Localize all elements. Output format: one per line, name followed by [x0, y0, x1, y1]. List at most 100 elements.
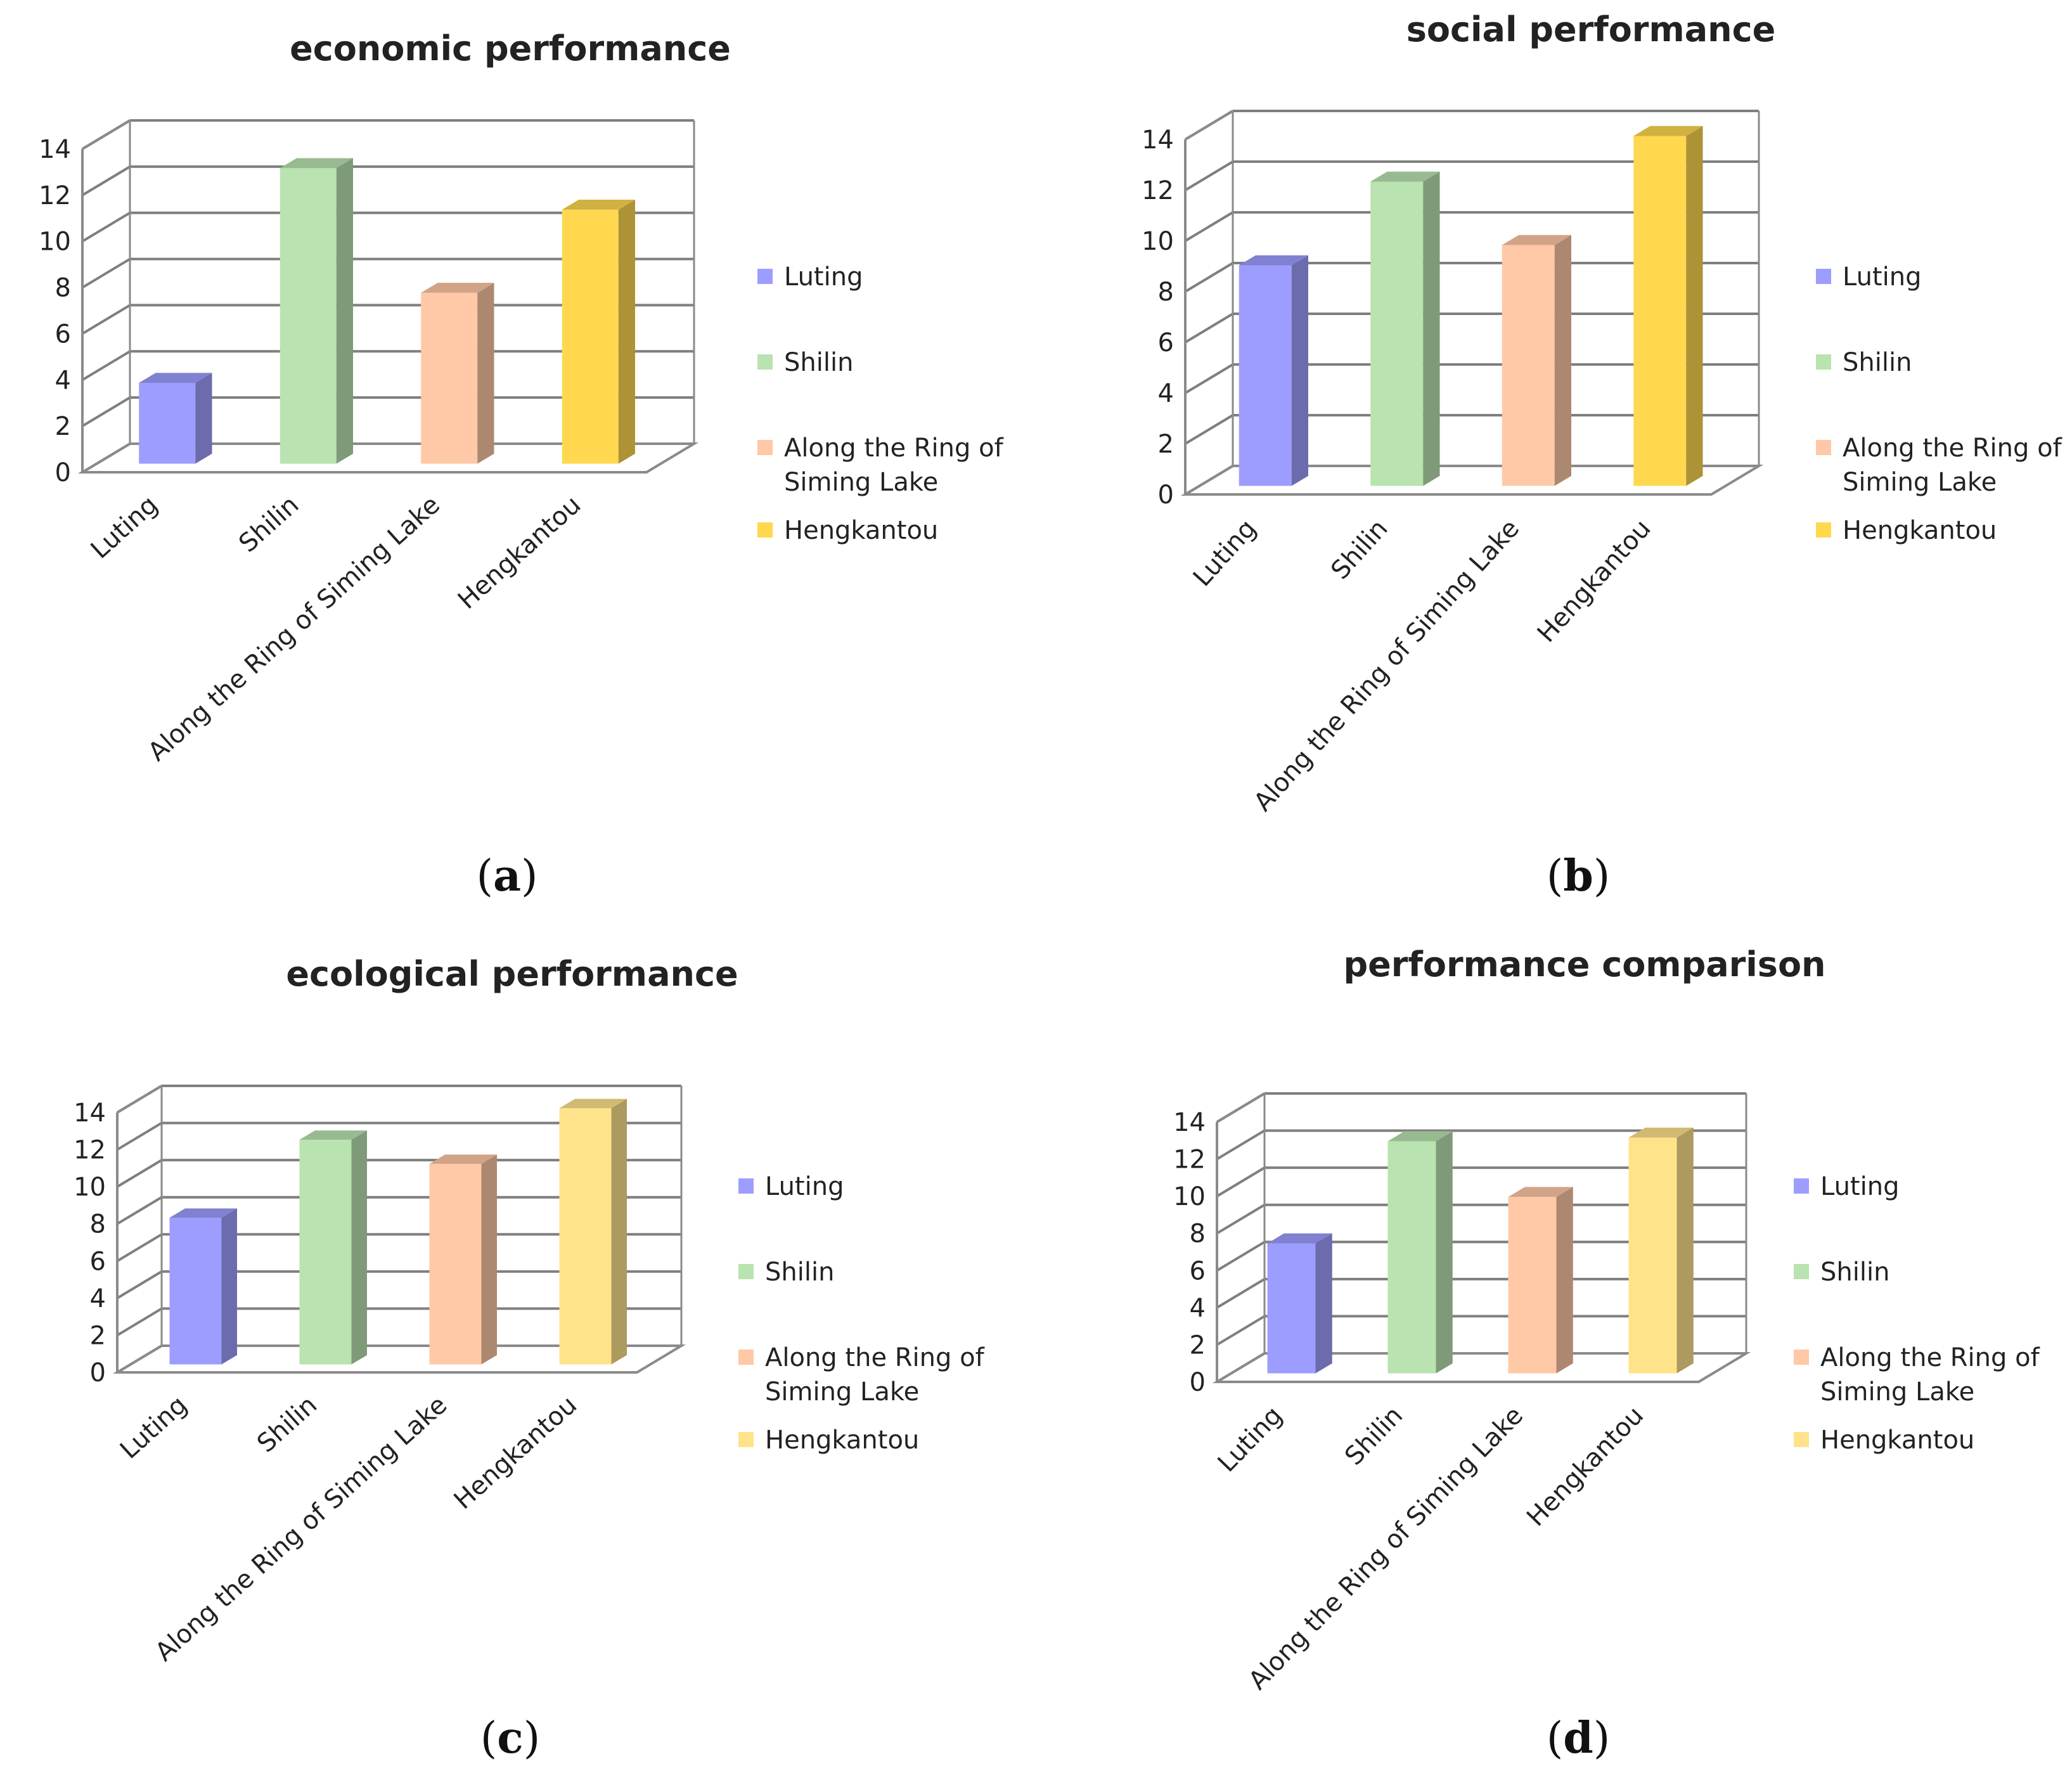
legend-swatch: [757, 269, 773, 284]
gridline-side: [1216, 1129, 1266, 1161]
panel-caption: (a): [476, 851, 537, 901]
top-side-edge: [116, 1085, 163, 1114]
legend-label: Luting: [1843, 262, 1921, 292]
y-tick-label: 14: [74, 1099, 106, 1128]
top-side-edge: [81, 119, 131, 150]
x-category-label: Shilin: [233, 490, 304, 558]
legend-label: Hengkantou: [784, 516, 938, 545]
x-category-label: Luting: [86, 490, 164, 564]
y-tick-label: 4: [90, 1284, 106, 1313]
bar-shilin: [1387, 1131, 1453, 1374]
bar-top: [169, 1208, 237, 1218]
bar-top: [562, 200, 635, 210]
bar-front: [1508, 1197, 1557, 1374]
bar-top: [429, 1154, 497, 1164]
y-tick-label: 8: [90, 1210, 106, 1239]
legend-swatch: [757, 440, 773, 455]
x-category-label: Hengkantou: [453, 490, 587, 615]
bar-luting: [1267, 1233, 1332, 1374]
legend: Luting Shilin Along the Ring of Siming Lake…: [738, 1172, 985, 1455]
y-tick-label: 12: [1173, 1145, 1206, 1175]
gridline-side: [116, 1121, 163, 1151]
chart-title: performance comparison: [1343, 945, 1825, 984]
bar-side: [481, 1154, 497, 1365]
legend-label: Luting: [765, 1172, 844, 1201]
legend-swatch: [1794, 1264, 1809, 1279]
bar-front: [1502, 245, 1555, 486]
legend-label: Shilin: [784, 348, 853, 377]
legend-swatch: [738, 1350, 754, 1365]
y-tick-label: 12: [74, 1136, 106, 1165]
y-tick-label: 0: [1158, 480, 1174, 510]
x-category-label: Shilin: [252, 1390, 323, 1458]
bar-hengkantou: [562, 200, 635, 464]
x-category-label: Shilin: [1325, 514, 1393, 585]
bar-side: [1436, 1131, 1453, 1374]
legend-entry: Shilin: [1816, 348, 1912, 377]
gridline-side: [1184, 160, 1234, 191]
legend-entry: Luting: [1816, 262, 1921, 292]
legend-swatch: [1794, 1432, 1809, 1447]
x-category-label: Along the Ring of Siming Lake: [143, 490, 446, 767]
x-category-label: Hengkantou: [449, 1390, 583, 1515]
legend-entry: Hengkantou: [757, 516, 938, 545]
bar-front: [421, 292, 478, 464]
bar-side: [351, 1130, 367, 1365]
floor: [112, 1344, 686, 1374]
bar-top: [1508, 1187, 1573, 1197]
panel-caption: (c): [480, 1713, 540, 1763]
y-tick-label: 4: [55, 366, 71, 395]
legend-entry: Luting: [757, 262, 863, 292]
legend-entry: Shilin: [1794, 1258, 1889, 1287]
bar-top: [1502, 235, 1571, 245]
x-category-label: Luting: [1213, 1401, 1289, 1478]
y-tick-label: 10: [1142, 227, 1174, 256]
bar-top: [1633, 126, 1703, 136]
legend-label-line2: Siming Lake: [1843, 468, 1997, 497]
x-category-label: Along the Ring of Siming Lake: [150, 1390, 453, 1667]
bar-side: [1686, 126, 1703, 486]
legend-label-line2: Siming Lake: [784, 468, 938, 497]
panel-caption: (b): [1547, 851, 1611, 901]
legend-label: Shilin: [1843, 348, 1912, 377]
bar-front: [429, 1164, 482, 1365]
legend-swatch: [1794, 1350, 1809, 1365]
bar-front: [280, 168, 337, 464]
bar-luting: [169, 1208, 237, 1365]
legend-label: Hengkantou: [765, 1426, 919, 1455]
y-tick-label: 2: [1190, 1331, 1206, 1360]
bar-side: [1423, 171, 1440, 486]
y-tick-label: 14: [39, 135, 71, 164]
legend-label: Along the Ring of: [784, 434, 1004, 463]
bar-side: [195, 373, 212, 464]
gridline-side: [116, 1233, 163, 1263]
x-category-label: Along the Ring of Siming Lake: [1248, 514, 1525, 817]
bar-hengkantou: [1628, 1127, 1694, 1374]
bar-shilin: [299, 1130, 367, 1365]
bar-side: [221, 1208, 237, 1365]
bar-hengkantou: [559, 1099, 627, 1365]
y-tick-label: 12: [39, 181, 71, 210]
legend-label: Shilin: [1820, 1258, 1889, 1287]
chart-title: ecological performance: [286, 954, 738, 994]
panel-caption: (d): [1547, 1713, 1611, 1763]
legend-swatch: [1794, 1178, 1809, 1194]
bar-side: [1554, 235, 1571, 486]
y-tick-label: 6: [55, 319, 71, 349]
legend-label: Along the Ring of: [1820, 1343, 2040, 1372]
top-side-edge: [1216, 1092, 1266, 1123]
bar-along-the-ring-of-siming-lake: [421, 283, 494, 464]
x-category-label: Hengkantou: [1521, 1401, 1649, 1532]
gridline-side: [1216, 1166, 1266, 1197]
gridlines: [81, 119, 695, 474]
x-category-label: Shilin: [1339, 1401, 1408, 1471]
legend-entry: Along the Ring of Siming Lake: [738, 1343, 985, 1407]
bar-front: [1387, 1141, 1436, 1374]
y-tick-label: 10: [39, 228, 71, 257]
y-tick-label: 2: [1158, 430, 1174, 459]
gridline-side: [1184, 363, 1234, 394]
bar-top: [280, 158, 353, 169]
gridline-side: [81, 396, 131, 427]
